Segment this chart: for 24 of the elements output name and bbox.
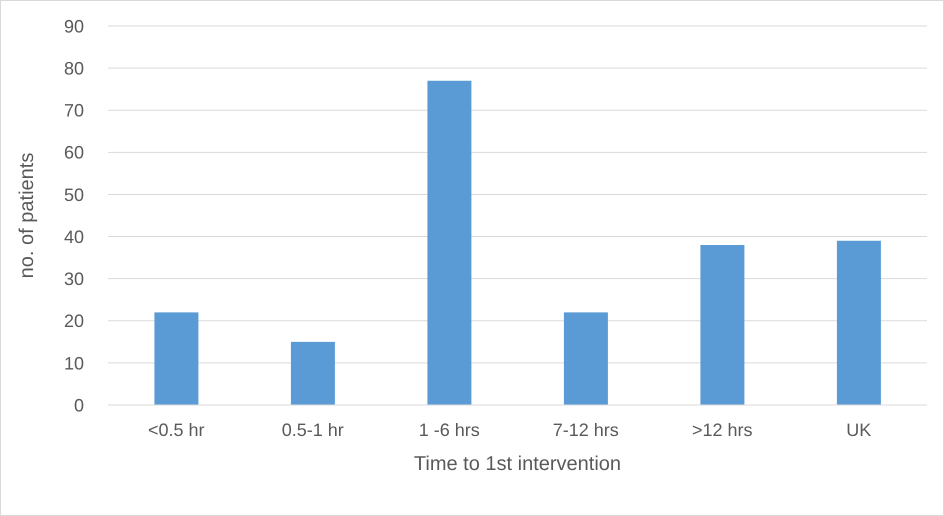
x-tick-label: 0.5-1 hr bbox=[282, 420, 344, 440]
bar bbox=[427, 80, 472, 405]
x-tick-label: 7-12 hrs bbox=[552, 420, 619, 440]
y-tick-label: 50 bbox=[64, 184, 84, 205]
bar bbox=[564, 312, 608, 405]
x-axis-title: Time to 1st intervention bbox=[414, 453, 622, 475]
y-tick-label: 20 bbox=[64, 311, 84, 332]
bar bbox=[290, 342, 335, 405]
y-axis-title: no. of patients bbox=[16, 152, 38, 278]
x-tick-label: >12 hrs bbox=[692, 420, 753, 440]
x-tick-label: 1 -6 hrs bbox=[418, 420, 480, 440]
y-tick-label: 80 bbox=[64, 58, 84, 78]
y-tick-label: 40 bbox=[64, 226, 84, 247]
bar bbox=[700, 244, 744, 405]
y-tick-label: 30 bbox=[64, 269, 84, 290]
y-tick-label: 10 bbox=[64, 353, 84, 374]
y-tick-label: 70 bbox=[64, 100, 84, 121]
x-tick-label: <0.5 hr bbox=[148, 420, 205, 440]
bar bbox=[154, 312, 198, 405]
x-tick-label: UK bbox=[846, 420, 872, 440]
y-tick-label: 90 bbox=[64, 16, 84, 36]
bar bbox=[836, 240, 881, 405]
y-tick-label: 60 bbox=[64, 142, 84, 163]
y-tick-label: 0 bbox=[74, 395, 84, 416]
